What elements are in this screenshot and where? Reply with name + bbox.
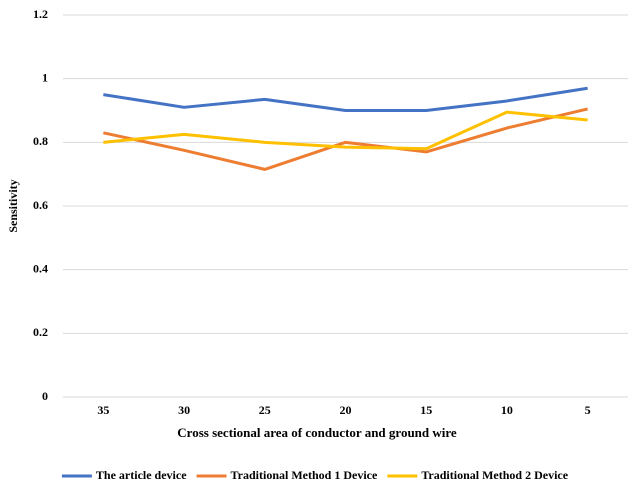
x-axis-title: Cross sectional area of conductor and gr… bbox=[177, 425, 457, 440]
y-tick-label: 1 bbox=[42, 70, 48, 84]
y-axis-title: Sensitivity bbox=[6, 179, 20, 232]
legend-label: The article device bbox=[96, 468, 187, 482]
x-tick-label: 30 bbox=[178, 403, 190, 417]
y-tick-label: 1.2 bbox=[33, 7, 48, 21]
x-tick-label: 35 bbox=[97, 403, 109, 417]
y-tick-label: 0.6 bbox=[33, 198, 48, 212]
legend-label: Traditional Method 2 Device bbox=[421, 468, 568, 482]
y-tick-label: 0.8 bbox=[33, 134, 48, 148]
x-tick-label: 5 bbox=[585, 403, 591, 417]
y-tick-label: 0 bbox=[42, 389, 48, 403]
legend-label: Traditional Method 1 Device bbox=[231, 468, 378, 482]
x-tick-label: 10 bbox=[501, 403, 513, 417]
line-series bbox=[103, 110, 588, 151]
x-tick-label: 20 bbox=[340, 403, 352, 417]
line-series bbox=[103, 86, 588, 112]
x-tick-label: 15 bbox=[420, 403, 432, 417]
line-series bbox=[103, 107, 588, 171]
y-tick-label: 0.4 bbox=[33, 261, 48, 275]
x-tick-label: 25 bbox=[259, 403, 271, 417]
y-tick-label: 0.2 bbox=[33, 325, 48, 339]
